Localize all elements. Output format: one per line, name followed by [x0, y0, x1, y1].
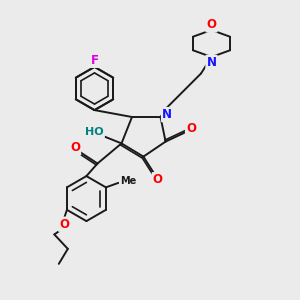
Text: N: N	[206, 56, 217, 69]
Text: N: N	[162, 108, 172, 121]
Text: HO: HO	[85, 127, 104, 137]
Text: O: O	[59, 218, 69, 231]
Text: O: O	[186, 122, 196, 136]
Text: F: F	[91, 54, 98, 67]
Text: O: O	[206, 18, 217, 32]
Text: O: O	[153, 173, 163, 186]
Text: Me: Me	[120, 176, 136, 186]
Text: O: O	[70, 141, 80, 154]
